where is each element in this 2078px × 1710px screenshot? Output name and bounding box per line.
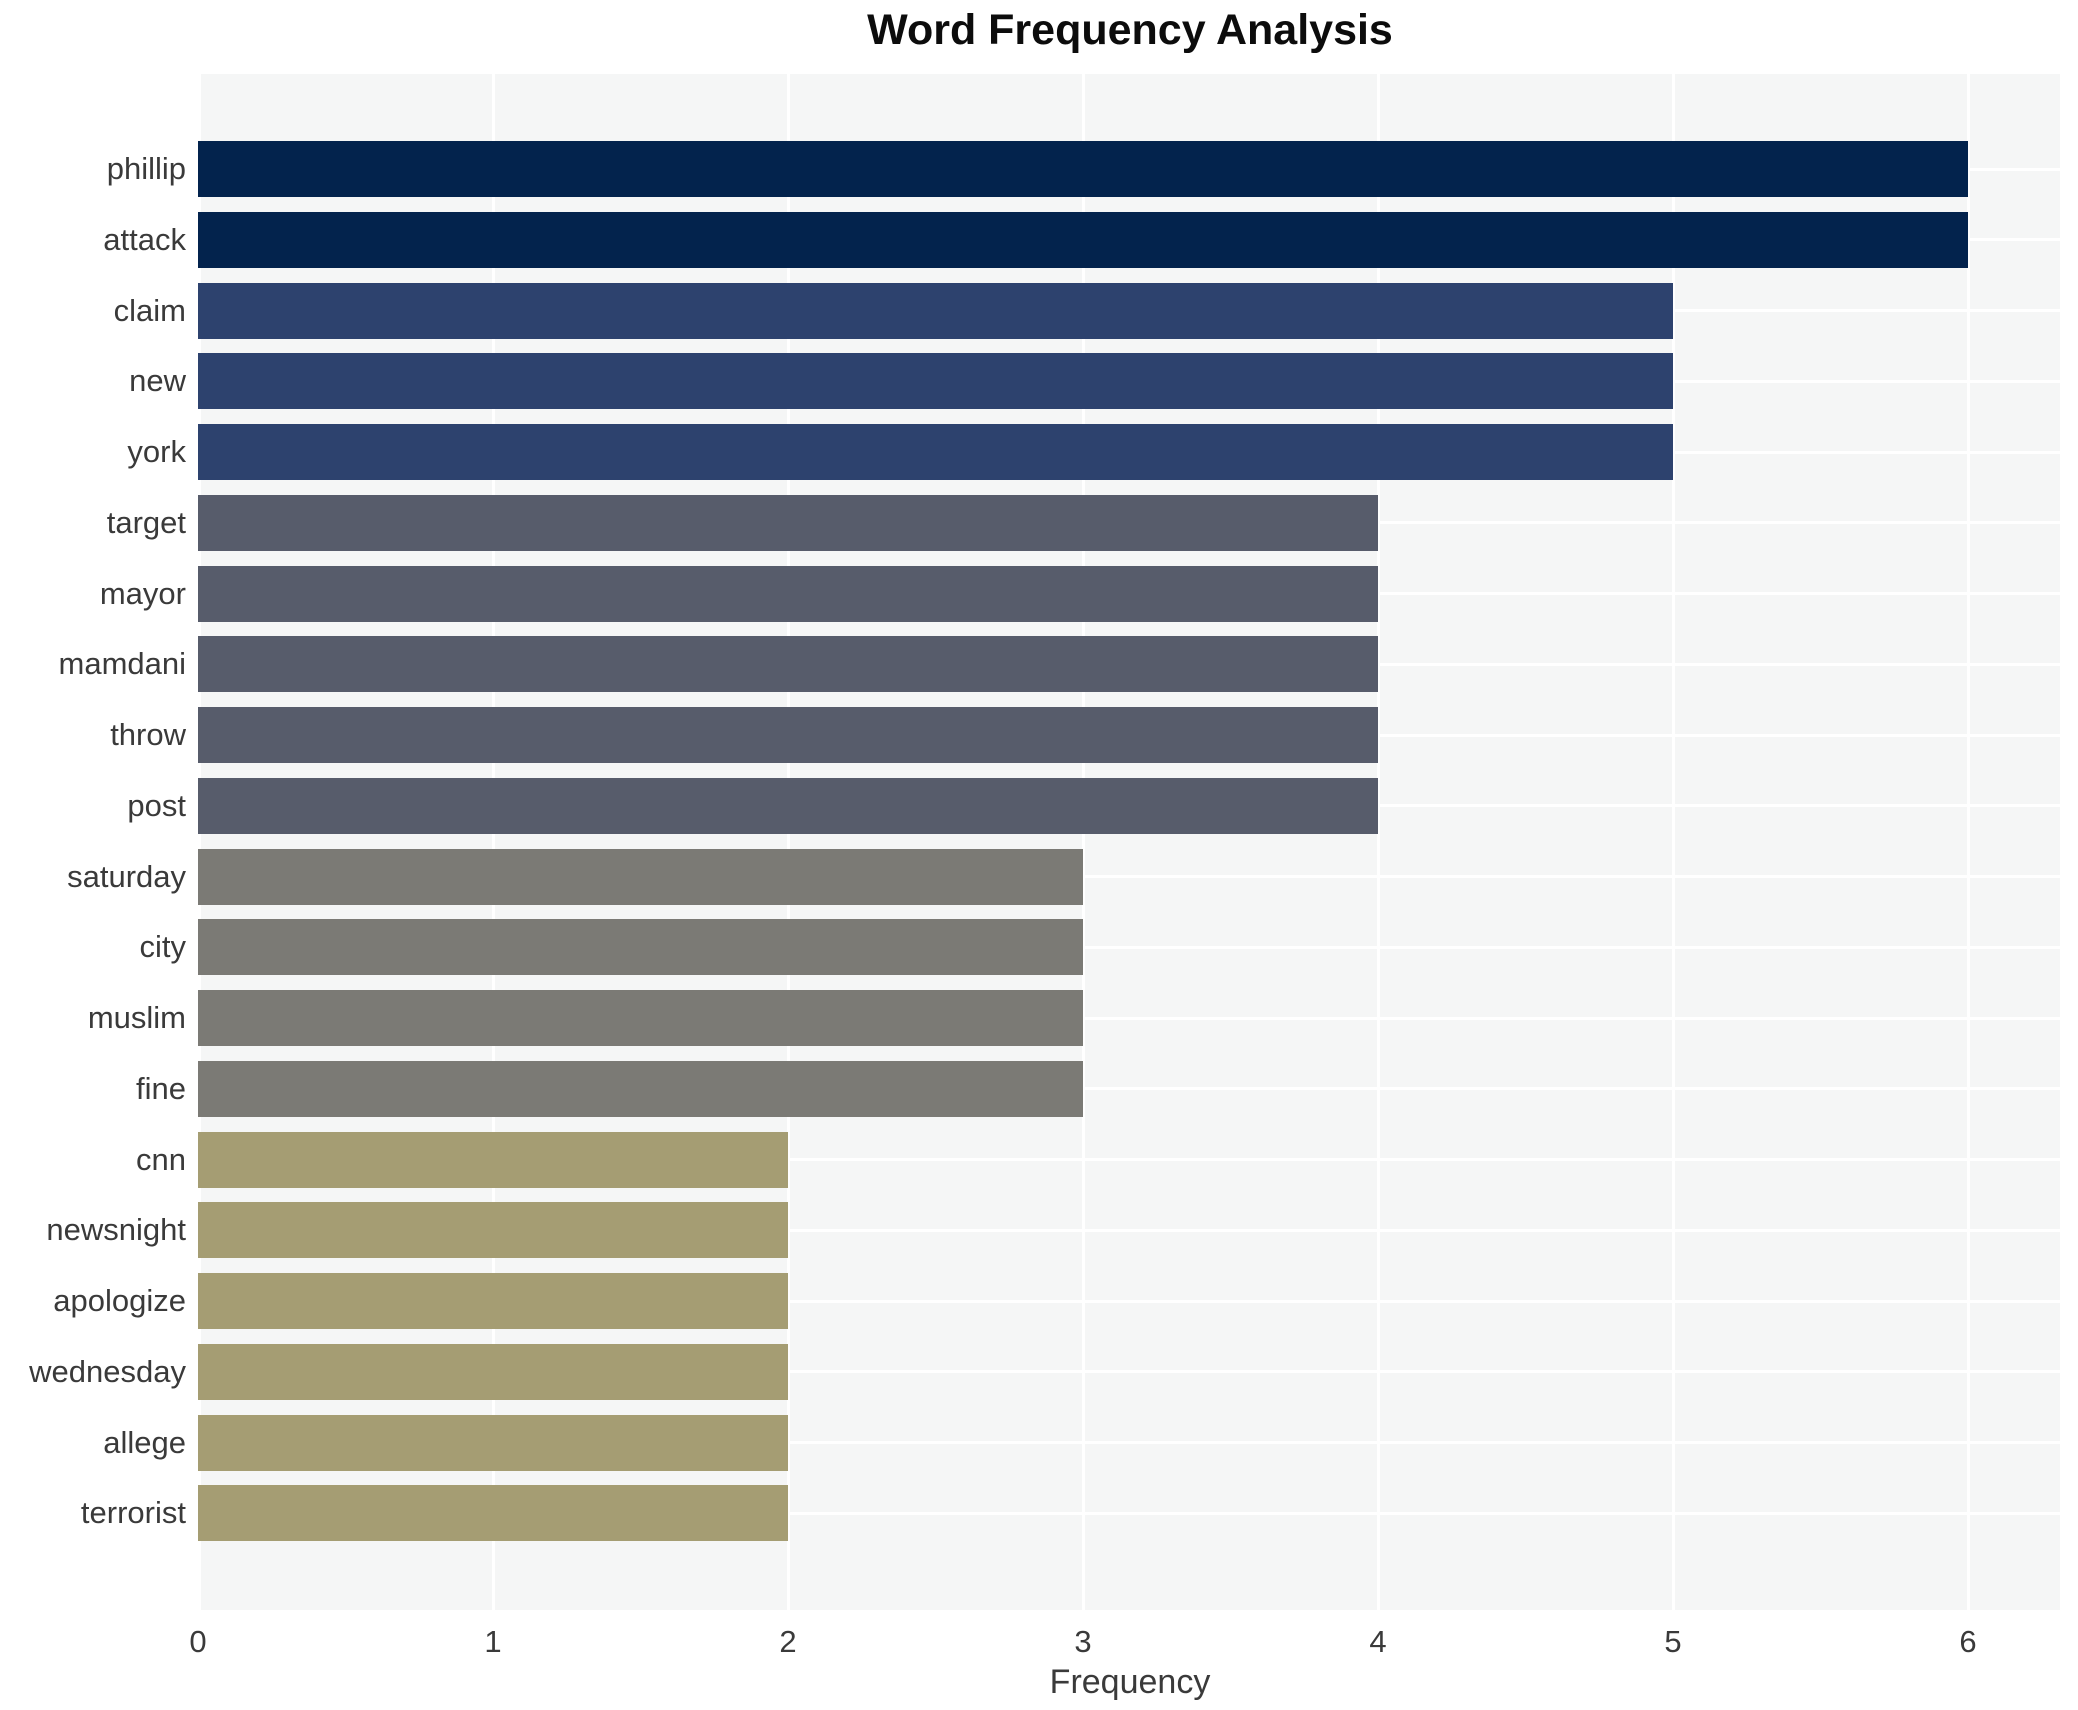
y-tick-label-city: city <box>139 929 187 965</box>
horizontal-gridline <box>198 875 2060 879</box>
y-tick-label-wednesday: wednesday <box>29 1353 186 1389</box>
horizontal-gridline <box>198 1158 2060 1162</box>
y-tick-label-york: york <box>127 434 186 470</box>
y-tick-label-newsnight: newsnight <box>46 1212 186 1248</box>
bar-fine <box>198 1060 1083 1117</box>
y-tick-label-target: target <box>106 504 186 540</box>
bar-terrorist <box>198 1485 788 1542</box>
bar-wednesday <box>198 1343 788 1400</box>
bar-york <box>198 424 1673 481</box>
x-tick-label-3: 3 <box>1074 1624 1092 1659</box>
y-tick-label-allege: allege <box>103 1424 186 1460</box>
horizontal-gridline <box>198 1299 2060 1303</box>
horizontal-gridline <box>198 1228 2060 1232</box>
bar-new <box>198 353 1673 410</box>
y-tick-label-throw: throw <box>110 717 186 753</box>
bar-target <box>198 494 1378 551</box>
y-tick-label-new: new <box>129 363 186 399</box>
y-tick-label-muslim: muslim <box>87 1000 186 1036</box>
bar-throw <box>198 707 1378 764</box>
chart-title: Word Frequency Analysis <box>867 6 1393 54</box>
y-tick-label-terrorist: terrorist <box>80 1495 186 1531</box>
x-tick-label-0: 0 <box>189 1624 207 1659</box>
vertical-gridline <box>1376 74 1380 1610</box>
bar-mamdani <box>198 636 1378 693</box>
bar-allege <box>198 1414 788 1471</box>
x-tick-label-5: 5 <box>1664 1624 1682 1659</box>
y-tick-label-apologize: apologize <box>53 1283 186 1319</box>
bar-cnn <box>198 1131 788 1188</box>
vertical-gridline <box>198 74 201 1610</box>
bar-claim <box>198 282 1673 339</box>
horizontal-gridline <box>198 945 2060 949</box>
bar-saturday <box>198 848 1083 905</box>
horizontal-gridline <box>198 1370 2060 1374</box>
y-tick-label-fine: fine <box>136 1070 186 1106</box>
bar-mayor <box>198 565 1378 622</box>
vertical-gridline <box>1966 74 1970 1610</box>
y-tick-label-attack: attack <box>103 221 186 257</box>
y-tick-label-mayor: mayor <box>99 575 186 611</box>
y-tick-label-mamdani: mamdani <box>58 646 187 682</box>
horizontal-gridline <box>198 1441 2060 1445</box>
horizontal-gridline <box>198 1016 2060 1020</box>
bar-apologize <box>198 1273 788 1330</box>
x-axis-label: Frequency <box>1049 1663 1211 1701</box>
bar-muslim <box>198 990 1083 1047</box>
y-tick-label-claim: claim <box>113 292 186 328</box>
x-tick-label-2: 2 <box>779 1624 797 1659</box>
x-tick-label-1: 1 <box>484 1624 502 1659</box>
vertical-gridline <box>1081 74 1085 1610</box>
y-tick-label-cnn: cnn <box>136 1141 186 1177</box>
horizontal-gridline <box>198 1087 2060 1091</box>
y-tick-label-saturday: saturday <box>67 858 186 894</box>
x-tick-label-6: 6 <box>1959 1624 1977 1659</box>
horizontal-gridline <box>198 1511 2060 1515</box>
y-tick-label-phillip: phillip <box>106 151 186 186</box>
x-tick-label-4: 4 <box>1369 1624 1387 1659</box>
y-tick-label-post: post <box>127 787 186 823</box>
bar-city <box>198 919 1083 976</box>
bar-attack <box>198 211 1968 268</box>
vertical-gridline <box>491 74 495 1610</box>
vertical-gridline <box>1671 74 1675 1610</box>
bar-newsnight <box>198 1202 788 1259</box>
bar-post <box>198 777 1378 834</box>
bar-phillip <box>198 141 1968 197</box>
plot-area <box>198 74 2060 1610</box>
vertical-gridline <box>786 74 790 1610</box>
